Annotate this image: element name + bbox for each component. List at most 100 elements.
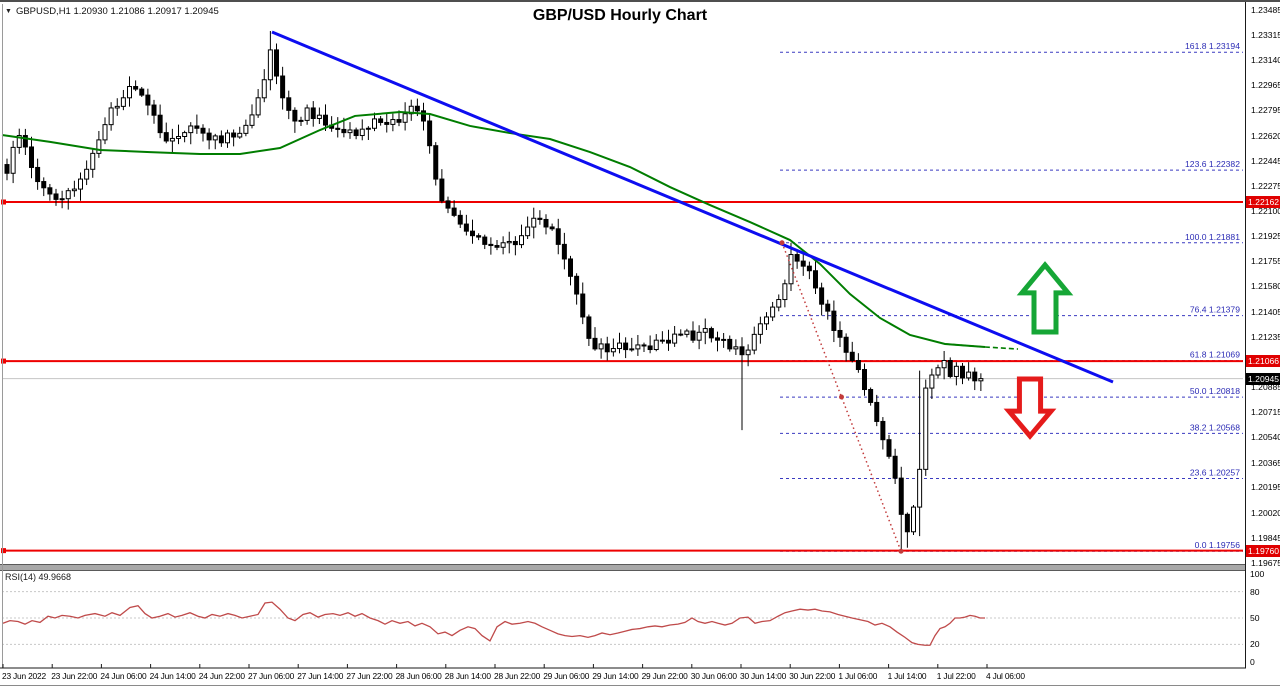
candle-body bbox=[145, 94, 151, 106]
candle-body bbox=[966, 371, 972, 379]
down-arrow-annotation bbox=[1003, 376, 1057, 440]
candle-body bbox=[463, 223, 469, 232]
time-axis-label: 29 Jun 06:00 bbox=[543, 671, 590, 681]
symbol-quote-text: GBPUSD,H1 1.20930 1.21086 1.20917 1.2094… bbox=[15, 6, 219, 17]
time-axis-label: 24 Jun 06:00 bbox=[100, 671, 147, 681]
candle-body bbox=[629, 348, 635, 351]
rsi-scale-label: 20 bbox=[1250, 639, 1260, 650]
candle-body bbox=[108, 107, 114, 126]
candle-body bbox=[715, 337, 720, 341]
fib-baseline-handle bbox=[898, 548, 904, 554]
candle-body bbox=[843, 336, 849, 353]
fib-level-label: 50.0 1.20818 bbox=[1190, 386, 1240, 396]
candle-body bbox=[237, 132, 243, 138]
candle-body bbox=[782, 283, 788, 301]
candle-body bbox=[35, 166, 41, 183]
candle-body bbox=[96, 139, 102, 154]
candle-body bbox=[941, 359, 947, 369]
candle-body bbox=[16, 135, 22, 148]
time-axis-label: 28 Jun 14:00 bbox=[444, 671, 491, 681]
candle-body bbox=[10, 146, 16, 174]
panel-separator bbox=[0, 565, 1246, 570]
fib-level-label: 76.4 1.21379 bbox=[1190, 305, 1240, 315]
up-arrow-annotation bbox=[1016, 261, 1074, 335]
rsi-scale-label: 80 bbox=[1250, 586, 1260, 597]
candle-body bbox=[580, 293, 586, 318]
candle-body bbox=[929, 374, 935, 389]
price-axis-label: 1.20020 bbox=[1251, 507, 1280, 518]
time-axis-label: 29 Jun 14:00 bbox=[592, 671, 639, 681]
candle-body bbox=[127, 86, 132, 99]
candle-body bbox=[659, 339, 665, 342]
candle-body bbox=[151, 104, 157, 116]
rsi-scale-label: 0 bbox=[1250, 657, 1255, 667]
candle-body bbox=[904, 513, 910, 533]
fib-level-label: 61.8 1.21069 bbox=[1190, 350, 1240, 360]
candle-body bbox=[806, 265, 812, 272]
fib-level-label: 38.2 1.20568 bbox=[1190, 422, 1240, 432]
fib-level-label: 23.6 1.20257 bbox=[1190, 467, 1240, 477]
candle-body bbox=[41, 181, 47, 189]
candle-body bbox=[598, 343, 604, 350]
fib-baseline-handle bbox=[839, 394, 844, 400]
candle-body bbox=[813, 270, 818, 289]
time-axis-label: 23 Jun 22:00 bbox=[51, 671, 98, 681]
candle-body bbox=[188, 125, 194, 134]
time-axis-label: 27 Jun 06:00 bbox=[248, 671, 295, 681]
price-axis-label: 1.21925 bbox=[1251, 231, 1280, 242]
candle-body bbox=[525, 226, 531, 237]
price-chart-plot[interactable]: 161.8 1.23194 123.6 1.22382 100.0 1.21881 7… bbox=[0, 2, 1246, 669]
candle-body bbox=[512, 240, 518, 246]
candle-body bbox=[433, 145, 439, 180]
candle-body bbox=[427, 120, 433, 147]
price-axis-label: 1.20885 bbox=[1251, 382, 1280, 393]
candle-body bbox=[561, 243, 567, 260]
candle-body bbox=[451, 207, 457, 216]
chart-title: GBP/USD Hourly Chart bbox=[532, 7, 708, 24]
candle-body bbox=[169, 137, 175, 142]
candle-body bbox=[874, 401, 880, 422]
candle-body bbox=[586, 316, 592, 339]
price-badge: 1.19760 bbox=[1246, 544, 1280, 557]
candle-body bbox=[757, 323, 763, 335]
candle-body bbox=[672, 333, 678, 344]
time-axis-label: 30 Jun 06:00 bbox=[690, 671, 737, 681]
candle-body bbox=[947, 359, 953, 377]
price-badge: 1.21066 bbox=[1246, 355, 1280, 368]
candle-body bbox=[59, 198, 65, 201]
candle-body bbox=[868, 389, 874, 403]
candle-body bbox=[733, 346, 739, 350]
price-badge: 1.20945 bbox=[1246, 372, 1280, 385]
candle-body bbox=[776, 299, 782, 308]
candle-body bbox=[886, 439, 892, 457]
candle-body bbox=[323, 114, 328, 126]
time-axis: 23 Jun 2022 23 Jun 22:00 24 Jun 06:00 24 Ju… bbox=[0, 669, 1280, 685]
candle-body bbox=[218, 135, 224, 144]
moving-average-line bbox=[1, 111, 986, 348]
candle-body bbox=[800, 260, 806, 267]
candle-body bbox=[862, 369, 867, 391]
price-badge: 1.22162 bbox=[1246, 196, 1280, 208]
candle-body bbox=[610, 348, 616, 353]
candle-body bbox=[666, 339, 671, 344]
price-axis-label: 1.20195 bbox=[1251, 482, 1280, 493]
symbol-dropdown-icon[interactable]: ▼ bbox=[5, 8, 12, 15]
price-axis-label: 1.22275 bbox=[1251, 180, 1280, 191]
time-axis-label: 28 Jun 06:00 bbox=[395, 671, 442, 681]
candle-body bbox=[445, 200, 451, 209]
candle-body bbox=[304, 107, 310, 121]
candle-body bbox=[923, 387, 929, 470]
candle-body bbox=[764, 316, 769, 325]
fib-level-label: 123.6 1.22382 bbox=[1185, 159, 1240, 169]
candle-body bbox=[978, 378, 984, 382]
candle-body bbox=[71, 188, 77, 192]
time-axis-label: 1 Jul 06:00 bbox=[838, 671, 878, 681]
price-axis-label: 1.22100 bbox=[1251, 206, 1280, 216]
candle-body bbox=[421, 110, 426, 122]
candle-body bbox=[935, 367, 941, 376]
line-handle bbox=[1, 199, 6, 205]
candle-body bbox=[102, 124, 108, 141]
candle-body bbox=[139, 88, 145, 96]
candle-body bbox=[378, 118, 384, 123]
